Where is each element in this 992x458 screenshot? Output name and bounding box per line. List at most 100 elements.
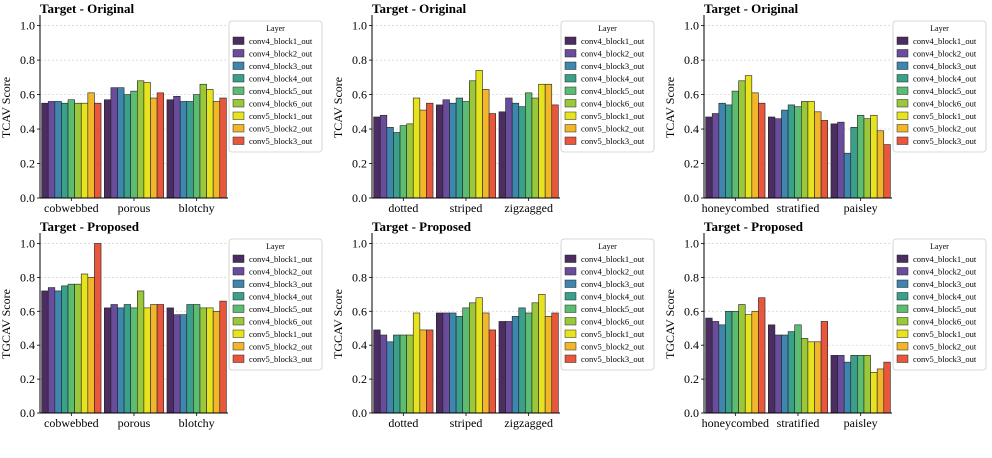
legend-label: conv5_block1_out [249, 329, 313, 339]
legend-label: conv4_block1_out [913, 36, 977, 46]
bar [156, 92, 165, 199]
bar [179, 101, 188, 199]
bar [412, 312, 421, 414]
legend-label: conv4_block5_out [581, 304, 645, 314]
bar [475, 297, 483, 414]
y-tick-label: 0.8 [352, 53, 367, 67]
chart-panel-4: 0.0 0.2 0.4 0.6 0.8 1.0 cobwebbed porous blotchy… [0, 219, 323, 430]
bar [781, 334, 789, 414]
bar [531, 302, 539, 414]
legend-label: conv5_block2_out [581, 342, 645, 352]
y-tick-label: 0.6 [20, 88, 35, 102]
bar [379, 334, 388, 414]
bar [117, 307, 125, 414]
legend-label: conv4_block5_out [581, 86, 645, 96]
bar [54, 290, 62, 414]
bar [426, 329, 434, 414]
chart-panel-2: 0.0 0.2 0.4 0.6 0.8 1.0 dotted striped zigzagged… [331, 1, 655, 215]
y-tick-label: 0.6 [684, 304, 699, 318]
legend-label: conv4_block2_out [581, 49, 645, 59]
bar [725, 310, 733, 414]
legend-swatch [896, 342, 909, 351]
legend-swatch [564, 267, 577, 276]
legend-label: conv4_block6_out [913, 99, 977, 109]
legend-swatch [232, 329, 245, 338]
legend-swatch [232, 267, 245, 276]
bar [462, 101, 470, 199]
bar [705, 116, 713, 199]
legend: Layer conv4_block1_out conv4_block2_outcon… [228, 20, 323, 153]
bar [419, 329, 427, 414]
legend-swatch [564, 111, 577, 120]
legend-title: Layer [598, 242, 617, 251]
chart-title: Target - Proposed [372, 219, 472, 234]
y-tick-label: 0.8 [20, 270, 35, 284]
bar [435, 104, 444, 199]
bar [87, 277, 95, 414]
y-tick-label: 0.8 [684, 270, 699, 284]
bar [94, 102, 102, 199]
legend-box [560, 238, 655, 371]
y-tick-label: 0.0 [684, 191, 699, 205]
bar [393, 334, 401, 414]
bar [800, 338, 809, 414]
legend-swatch [564, 124, 577, 133]
bar [104, 99, 112, 199]
legend-label: conv4_block2_out [249, 267, 313, 277]
legend-title: Layer [930, 24, 949, 33]
bar [505, 321, 513, 414]
y-tick-label: 0.4 [20, 338, 35, 352]
legend-swatch [564, 354, 577, 363]
bar [830, 355, 838, 414]
legend-swatch [896, 111, 909, 120]
bar [406, 123, 414, 199]
legend-swatch [564, 342, 577, 351]
bar [393, 132, 401, 199]
bar [123, 94, 131, 199]
y-tick-label: 0.0 [20, 191, 35, 205]
bar [67, 283, 75, 414]
bar [412, 97, 421, 199]
bar [130, 307, 138, 414]
y-axis-label: TGCAV Score [331, 289, 345, 359]
x-tick-label: dotted [388, 416, 418, 430]
legend-label: conv5_block1_out [581, 329, 645, 339]
legend-label: conv5_block3_out [913, 354, 977, 364]
bar [61, 285, 69, 414]
legend-label: conv5_block3_out [913, 136, 977, 146]
y-tick-label: 0.4 [684, 122, 699, 136]
y-tick-label: 0.2 [20, 157, 35, 171]
bar [511, 316, 520, 414]
bar [511, 102, 520, 199]
legend-swatch [564, 86, 577, 95]
bar [718, 324, 726, 414]
bar [386, 127, 394, 199]
bar [74, 283, 82, 414]
legend-swatch [564, 292, 577, 301]
bar [482, 312, 490, 414]
bar [767, 324, 776, 414]
x-tick-label: stratified [777, 201, 820, 215]
chart-title: Target - Original [704, 1, 799, 16]
bar [518, 307, 526, 414]
legend-label: conv4_block3_out [581, 279, 645, 289]
legend-label: conv5_block3_out [581, 354, 645, 364]
legend-label: conv5_block3_out [249, 354, 313, 364]
x-tick-label: honeycombed [702, 201, 769, 215]
y-tick-label: 1.0 [684, 236, 699, 250]
legend-swatch [896, 74, 909, 83]
legend-label: conv4_block1_out [249, 254, 313, 264]
chart-title: Target - Proposed [704, 219, 804, 234]
y-tick-label: 0.2 [684, 157, 699, 171]
bar [820, 321, 828, 414]
legend-title: Layer [930, 242, 949, 251]
legend-label: conv4_block4_out [581, 74, 645, 84]
y-tick-label: 0.4 [352, 122, 367, 136]
legend-label: conv4_block4_out [249, 74, 313, 84]
bar [74, 102, 82, 199]
y-tick-label: 0.4 [352, 338, 367, 352]
legend-swatch [896, 267, 909, 276]
bar [41, 102, 49, 199]
y-tick-label: 0.2 [684, 372, 699, 386]
